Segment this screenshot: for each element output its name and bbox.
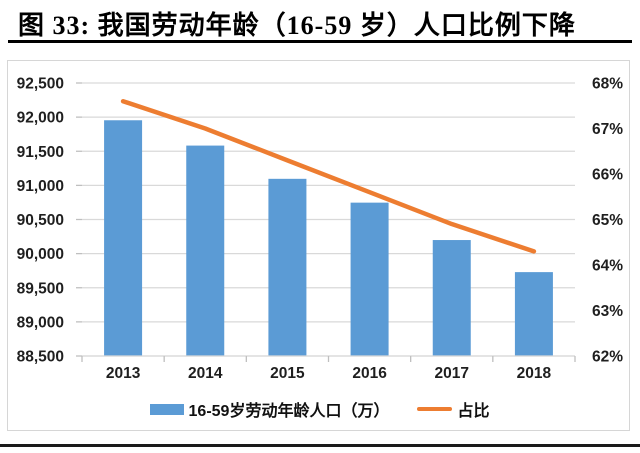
left-axis-tick-label: 90,000 bbox=[17, 246, 64, 263]
left-axis-tick-label: 90,500 bbox=[17, 212, 64, 229]
left-axis-tick-label: 88,500 bbox=[17, 349, 64, 366]
bars bbox=[104, 120, 553, 357]
bar-2015 bbox=[268, 178, 307, 356]
gridlines bbox=[76, 82, 575, 357]
bar-2017 bbox=[432, 240, 471, 356]
left-axis-tick-label: 89,500 bbox=[17, 280, 64, 297]
bar-2013 bbox=[104, 120, 143, 357]
bar-2016 bbox=[350, 202, 389, 356]
legend-line-label: 占比 bbox=[457, 403, 490, 420]
bar-2014 bbox=[186, 145, 225, 356]
left-axis-tick-label: 91,500 bbox=[17, 144, 64, 161]
right-axis-tick-label: 66% bbox=[592, 167, 623, 184]
right-axis-tick-label: 68% bbox=[592, 76, 623, 93]
right-axis-tick-label: 62% bbox=[592, 349, 623, 366]
right-axis-tick-label: 67% bbox=[592, 121, 623, 138]
x-axis-tick-label: 2015 bbox=[270, 365, 305, 382]
left-axis-tick-label: 92,000 bbox=[17, 110, 64, 127]
left-axis-tick-label: 91,000 bbox=[17, 178, 64, 195]
x-axis bbox=[81, 355, 576, 362]
legend-item-population: 16-59岁劳动年龄人口（万） bbox=[149, 397, 390, 421]
legend-line-swatch bbox=[417, 407, 453, 411]
x-axis-tick-label: 2016 bbox=[352, 365, 387, 382]
right-axis-labels: 68% 67% 66% 65% 64% 63% 62% bbox=[592, 76, 623, 366]
bottom-rule bbox=[0, 444, 640, 447]
right-axis-tick-label: 63% bbox=[592, 303, 623, 320]
legend-item-ratio: 占比 bbox=[417, 397, 489, 421]
figure-title: 图 33: 我国劳动年龄（16-59 岁）人口比例下降 bbox=[18, 11, 576, 40]
x-axis-tick-label: 2017 bbox=[435, 365, 469, 382]
right-axis-tick-label: 64% bbox=[592, 258, 623, 275]
x-axis-tick-label: 2018 bbox=[517, 365, 552, 382]
chart-legend: 16-59岁劳动年龄人口（万） 占比 bbox=[7, 396, 632, 422]
title-underline bbox=[8, 40, 632, 43]
right-axis-tick-label: 65% bbox=[592, 212, 623, 229]
left-axis-tick-label: 89,000 bbox=[17, 314, 64, 331]
bar-2018 bbox=[514, 272, 553, 356]
x-axis-tick-label: 2014 bbox=[188, 365, 223, 382]
x-axis-labels: 2013 2014 2015 2016 2017 2018 bbox=[106, 365, 552, 382]
left-axis-tick-label: 92,500 bbox=[17, 76, 64, 93]
legend-bar-swatch bbox=[149, 403, 184, 415]
left-axis-labels: 92,500 92,000 91,500 91,000 90,500 90,000 89,5… bbox=[17, 76, 64, 366]
ratio-line bbox=[120, 98, 537, 254]
legend-bar-label: 16-59岁劳动年龄人口（万） bbox=[188, 403, 390, 420]
x-axis-tick-label: 2013 bbox=[106, 365, 141, 382]
